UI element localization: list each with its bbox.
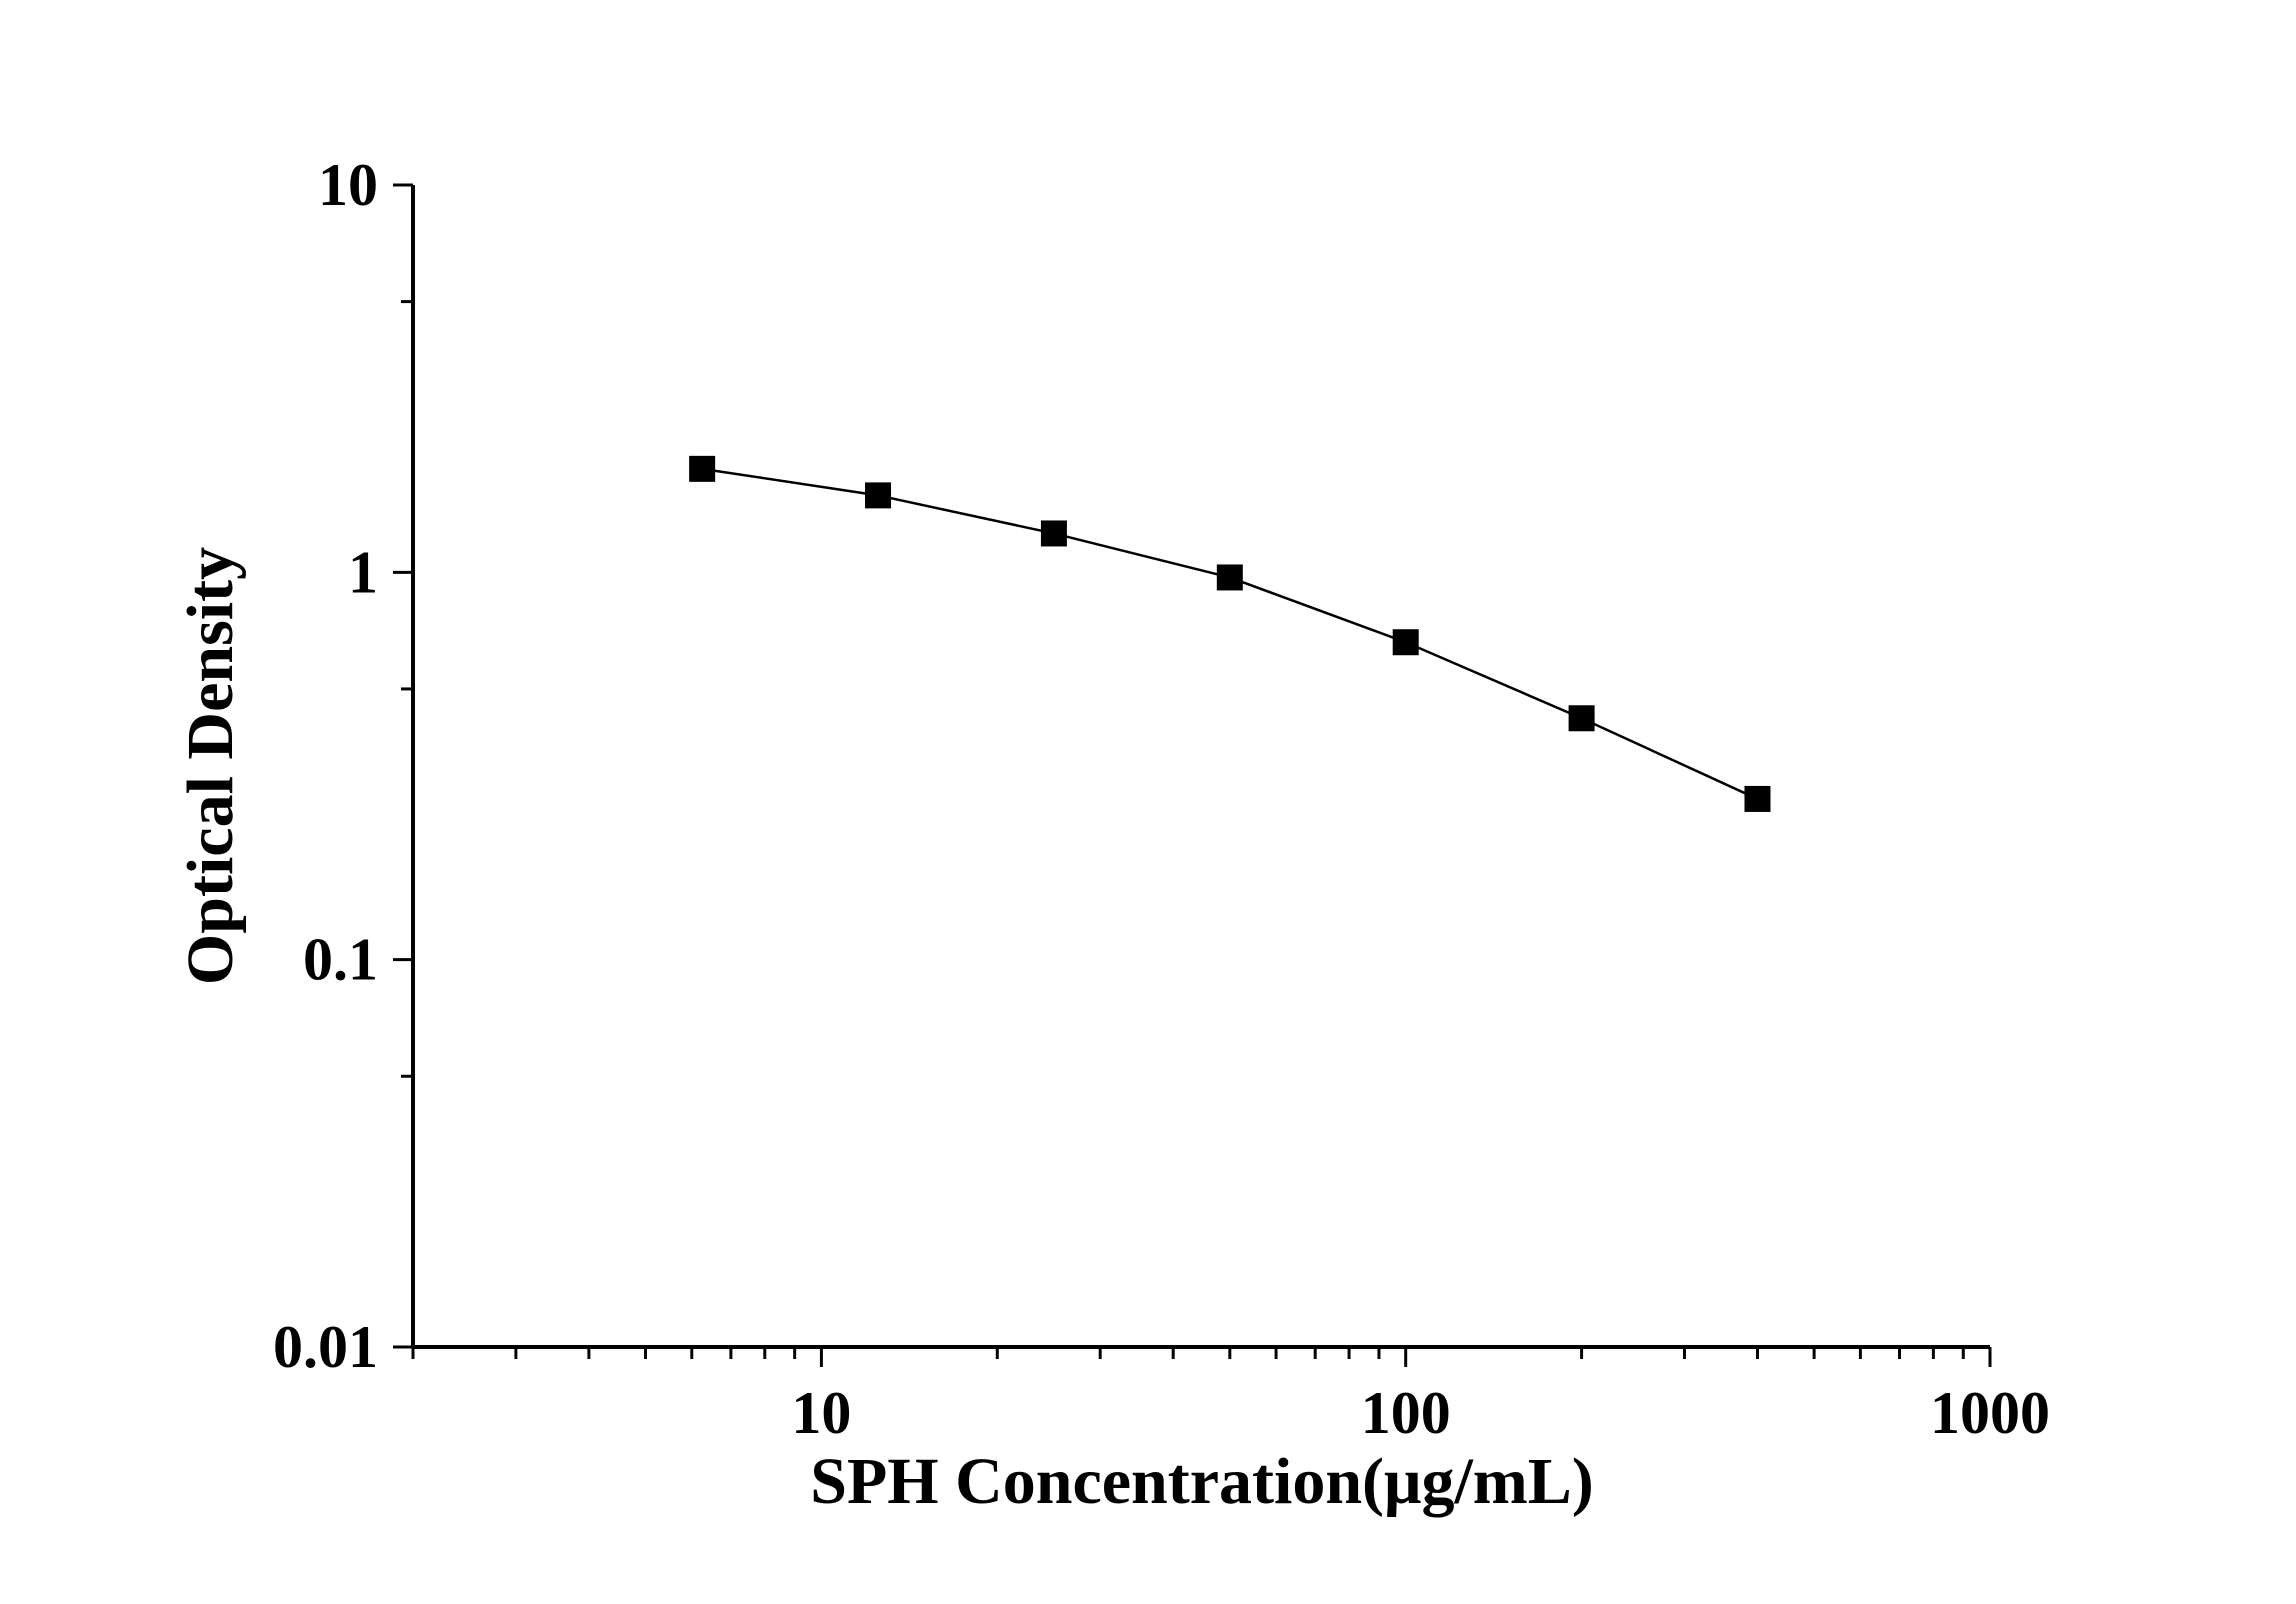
y-tick-label-0-1: 0.1 bbox=[303, 927, 378, 993]
x-tick-label-10: 10 bbox=[791, 1380, 851, 1446]
y-axis: 0.01 0.1 1 10 Optical Density bbox=[174, 152, 415, 1380]
x-axis-title: SPH Concentration(μg/mL) bbox=[810, 1445, 1594, 1518]
data-point-50 bbox=[1216, 564, 1243, 591]
y-tick-label-1: 1 bbox=[348, 539, 378, 605]
series-line bbox=[701, 467, 1759, 801]
data-point-6.25 bbox=[689, 455, 716, 482]
x-tick-label-100: 100 bbox=[1361, 1380, 1451, 1446]
data-point-400 bbox=[1744, 785, 1771, 812]
y-axis-ticks bbox=[393, 183, 413, 1349]
x-axis: 10 100 1000 SPH Concentration(μg/mL) bbox=[411, 1345, 2050, 1518]
x-axis-tick-labels: 10 100 1000 bbox=[791, 1380, 2050, 1446]
x-axis-ticks bbox=[411, 1347, 1992, 1367]
y-tick-label-10: 10 bbox=[318, 152, 378, 218]
x-tick-label-1000: 1000 bbox=[1930, 1380, 2050, 1446]
y-tick-label-0-01: 0.01 bbox=[273, 1314, 378, 1380]
y-axis-tick-labels: 0.01 0.1 1 10 bbox=[273, 152, 378, 1380]
data-point-200 bbox=[1568, 705, 1595, 732]
data-point-12.5 bbox=[865, 482, 892, 509]
data-point-100 bbox=[1392, 629, 1419, 656]
y-axis-title: Optical Density bbox=[174, 547, 247, 985]
data-point-25 bbox=[1040, 520, 1067, 547]
series-standard-curve bbox=[689, 455, 1771, 812]
